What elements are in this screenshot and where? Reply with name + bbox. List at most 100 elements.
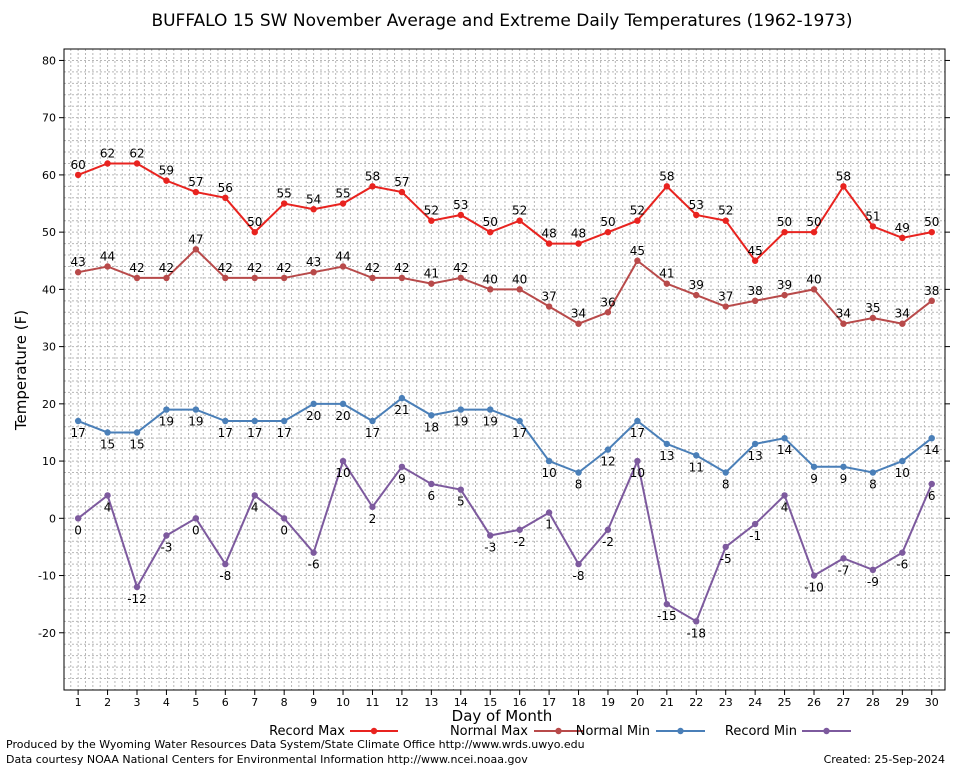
record-min-point	[693, 618, 700, 625]
normal-max-point	[487, 286, 494, 293]
record-max-data-label: 60	[70, 158, 85, 172]
normal-min-point	[310, 400, 317, 408]
y-tick-label: 0	[49, 512, 56, 525]
record-min-data-label: 10	[335, 466, 350, 480]
x-tick-label: 4	[163, 696, 170, 709]
record-max-point	[575, 240, 582, 247]
normal-min-data-label: 17	[365, 426, 380, 440]
normal-min-point	[751, 440, 759, 448]
record-min-data-label: -1	[749, 529, 761, 543]
record-min-point	[339, 457, 347, 465]
record-min-point	[457, 486, 464, 493]
record-min-point	[251, 492, 258, 499]
record-max-point	[428, 217, 435, 224]
normal-min-data-label: 18	[424, 420, 439, 434]
record-max-data-label: 45	[748, 244, 763, 258]
record-max-point	[251, 228, 258, 236]
record-max-data-label: 62	[129, 146, 144, 160]
record-max-data-label: 55	[335, 187, 350, 201]
record-max-point	[810, 228, 818, 236]
record-max-data-label: 52	[718, 204, 733, 218]
normal-max-point	[928, 297, 935, 305]
legend: Record Max Normal Max Normal Min Record Min	[269, 724, 851, 739]
record-min-data-label: 0	[74, 523, 82, 537]
record-max-point	[310, 206, 317, 213]
normal-min-data-label: 17	[247, 426, 262, 440]
y-tick-label: 50	[42, 226, 56, 239]
record-min-data-label: -6	[896, 558, 908, 572]
record-max-data-label: 59	[159, 164, 174, 178]
normal-max-data-label: 42	[394, 261, 409, 275]
normal-max-data-label: 44	[335, 249, 350, 263]
record-max-data-label: 57	[188, 175, 203, 189]
normal-min-point	[722, 469, 729, 476]
record-min-data-label: -15	[657, 609, 677, 623]
record-min-data-label: -10	[804, 581, 824, 595]
normal-min-data-label: 12	[600, 455, 615, 469]
normal-min-point	[369, 417, 376, 425]
record-max-point	[398, 188, 406, 196]
normal-min-point	[398, 394, 406, 402]
record-min-data-label: 4	[781, 500, 789, 514]
record-min-data-label: 1	[545, 518, 553, 532]
record-max-data-label: 48	[541, 227, 556, 241]
record-max-data-label: 52	[630, 204, 645, 218]
record-max-data-label: 55	[277, 187, 292, 201]
record-max-point	[369, 183, 376, 190]
normal-min-point	[604, 446, 612, 453]
record-max-data-label: 51	[865, 209, 880, 223]
normal-min-point	[133, 429, 141, 436]
x-tick-label: 28	[866, 696, 880, 709]
normal-max-data-label: 41	[659, 267, 674, 281]
normal-min-point	[899, 457, 906, 465]
normal-min-point	[693, 452, 700, 459]
normal-max-point	[163, 274, 170, 282]
record-max-data-label: 57	[394, 175, 409, 189]
record-max-data-label: 49	[895, 221, 910, 235]
normal-max-data-label: 40	[806, 272, 821, 286]
record-max-point	[74, 171, 82, 179]
normal-max-line	[77, 247, 933, 325]
record-max-point	[693, 211, 700, 219]
record-min-data-label: -2	[602, 535, 614, 549]
x-tick-label: 11	[365, 696, 379, 709]
record-min-point	[810, 572, 818, 579]
normal-min-point	[663, 440, 671, 448]
record-min-data-label: -12	[127, 592, 147, 606]
normal-max-data-label: 42	[277, 261, 292, 275]
y-tick-label: 10	[42, 455, 56, 468]
normal-max-point	[516, 286, 523, 293]
record-max-data-label: 54	[306, 192, 321, 206]
x-tick-label: 6	[222, 696, 229, 709]
record-max-point	[457, 211, 464, 219]
normal-max-data-label: 37	[718, 290, 733, 304]
normal-min-point	[192, 406, 200, 413]
normal-min-line	[77, 396, 933, 474]
record-max-point	[104, 160, 111, 167]
x-tick-label: 7	[251, 696, 258, 709]
normal-min-point	[869, 469, 877, 476]
record-min-point	[722, 543, 729, 551]
normal-max-point	[604, 309, 612, 316]
record-min-data-label: 6	[428, 489, 436, 503]
normal-max-data-label: 44	[100, 249, 115, 263]
record-min-data-label: -3	[160, 540, 172, 554]
record-min-data-label: 0	[280, 523, 288, 537]
chart-title: BUFFALO 15 SW November Average and Extre…	[151, 11, 852, 31]
record-max-point	[663, 183, 671, 190]
normal-min-data-label: 10	[541, 466, 556, 480]
normal-min-point	[251, 417, 258, 425]
record-max-point	[899, 234, 906, 242]
record-min-data-label: 0	[192, 523, 200, 537]
normal-min-data-label: 15	[129, 437, 144, 451]
grid	[64, 49, 945, 690]
x-tick-label: 27	[836, 696, 850, 709]
record-min-data-label: -3	[484, 540, 496, 554]
record-min-point	[369, 503, 376, 511]
normal-min-data-label: 8	[722, 478, 730, 492]
normal-min-point	[840, 463, 847, 470]
y-tick-label: -20	[38, 627, 56, 640]
